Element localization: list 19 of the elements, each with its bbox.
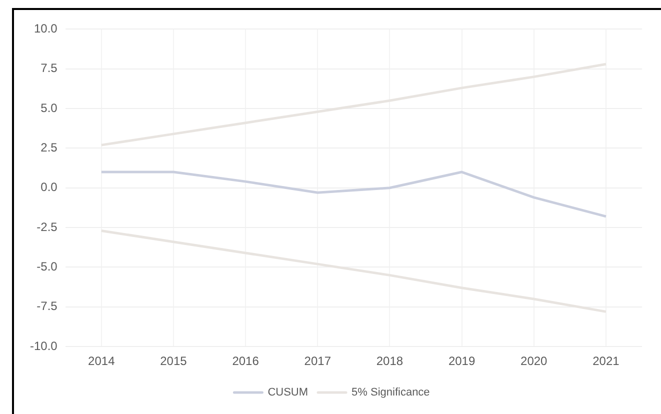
y-tick-label: -2.5	[36, 220, 58, 234]
y-tick-label: 10.0	[34, 22, 58, 36]
y-tick-label: 7.5	[40, 61, 58, 76]
x-tick-label: 2019	[448, 354, 476, 368]
y-tick-label: 2.5	[40, 140, 58, 155]
x-tick-label: 2017	[304, 354, 332, 368]
y-tick-label: 0.0	[40, 180, 58, 194]
x-tick-label: 2014	[88, 354, 116, 368]
x-tick-label: 2018	[376, 354, 404, 368]
x-tick-label: 2021	[592, 354, 620, 368]
y-tick-label: -10.0	[30, 338, 58, 353]
x-tick-label: 2020	[520, 354, 548, 368]
x-tick-label: 2016	[232, 354, 260, 368]
legend-label: CUSUM	[268, 386, 308, 399]
x-tick-label: 2015	[160, 354, 188, 368]
y-tick-label: 5.0	[40, 100, 58, 115]
legend-label: 5% Significance	[352, 386, 430, 399]
y-tick-label: -5.0	[36, 260, 58, 274]
y-tick-label: -7.5	[36, 299, 58, 314]
